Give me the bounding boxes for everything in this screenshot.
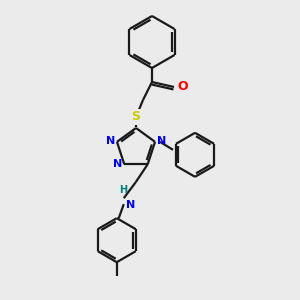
Text: N: N <box>106 136 115 146</box>
Text: H: H <box>119 185 127 195</box>
Text: O: O <box>177 80 188 94</box>
Text: N: N <box>157 136 166 146</box>
Text: N: N <box>126 200 135 210</box>
Text: N: N <box>113 159 122 169</box>
Text: S: S <box>131 110 140 124</box>
